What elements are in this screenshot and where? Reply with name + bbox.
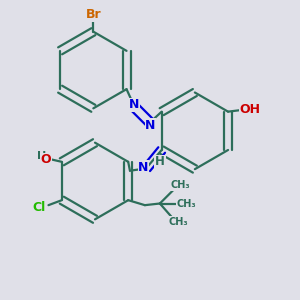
Text: OH: OH: [239, 103, 260, 116]
Text: Br: Br: [85, 8, 101, 22]
Text: CH₃: CH₃: [177, 199, 196, 208]
Text: CH₃: CH₃: [170, 180, 190, 190]
Text: Cl: Cl: [32, 201, 46, 214]
Text: H: H: [155, 155, 165, 168]
Text: H: H: [37, 151, 46, 161]
Text: O: O: [40, 153, 51, 166]
Text: N: N: [145, 119, 156, 132]
Text: N: N: [138, 161, 148, 174]
Text: CH₃: CH₃: [168, 217, 188, 227]
Text: N: N: [129, 98, 140, 111]
